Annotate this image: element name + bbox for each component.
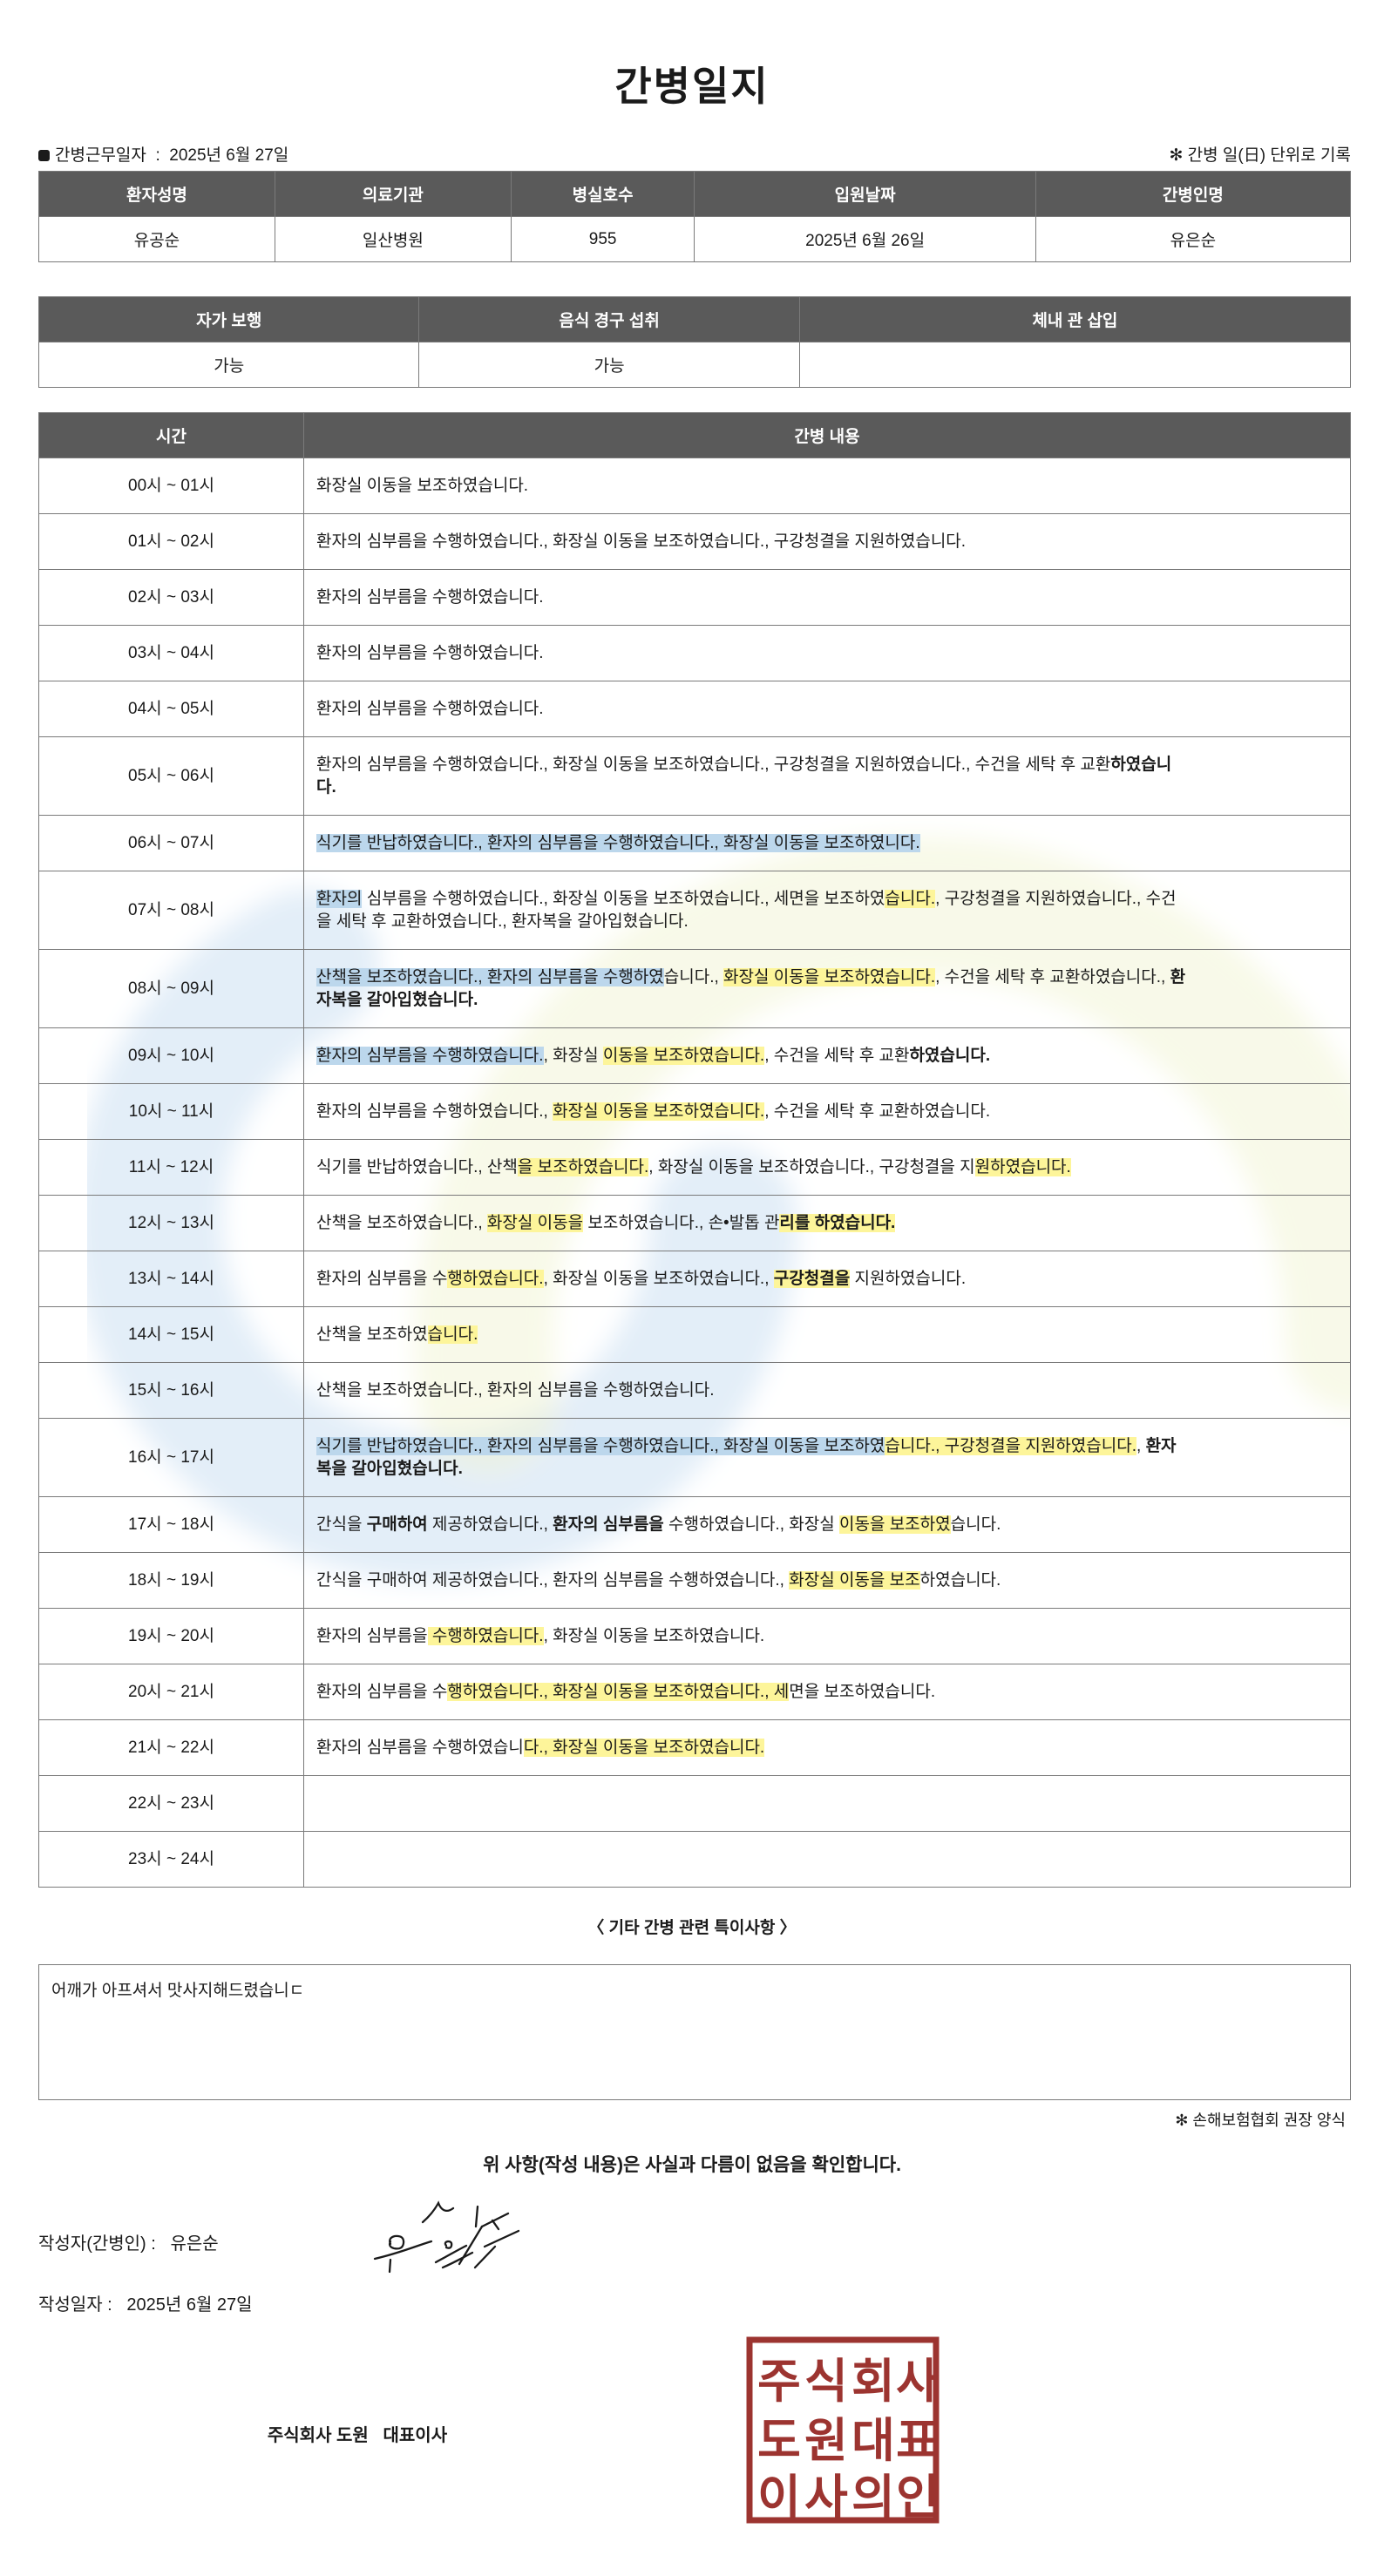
svg-text:대: 대 bbox=[851, 2415, 895, 2467]
svg-text:식: 식 bbox=[804, 2356, 848, 2408]
svg-text:회: 회 bbox=[851, 2356, 895, 2408]
svg-text:이: 이 bbox=[757, 2471, 801, 2524]
svg-text:표: 표 bbox=[896, 2415, 940, 2467]
svg-text:사: 사 bbox=[804, 2471, 848, 2524]
svg-text:의: 의 bbox=[851, 2471, 895, 2524]
svg-text:주: 주 bbox=[757, 2356, 801, 2408]
svg-text:인: 인 bbox=[896, 2471, 940, 2524]
svg-text:도: 도 bbox=[757, 2415, 801, 2467]
svg-text:사: 사 bbox=[896, 2356, 940, 2408]
svg-text:원: 원 bbox=[804, 2415, 848, 2467]
